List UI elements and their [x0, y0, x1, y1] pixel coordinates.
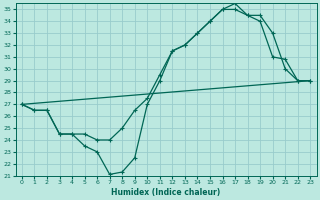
X-axis label: Humidex (Indice chaleur): Humidex (Indice chaleur) — [111, 188, 221, 197]
